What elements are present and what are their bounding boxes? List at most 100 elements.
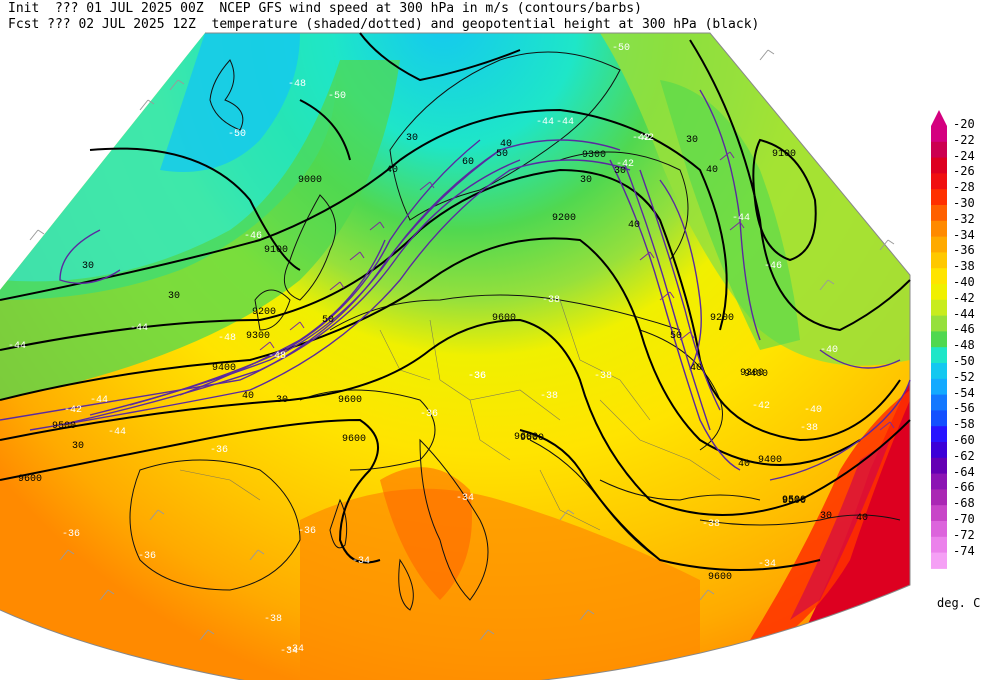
height-label: 9500 (52, 421, 76, 432)
wind-labels: 30 30 30 40 50 60 40 30 30 40 50 40 30 3… (72, 133, 868, 524)
wind-label: 40 (856, 513, 868, 524)
temp-label: -48 (288, 79, 306, 90)
legend-swatch (931, 521, 947, 538)
legend-swatch (931, 378, 947, 396)
wind-label: 30 (820, 511, 832, 522)
wind-label: 30 (614, 166, 626, 177)
wind-label: 40 (628, 220, 640, 231)
temp-label: -42 (636, 133, 654, 144)
height-label: 9600 (708, 572, 732, 583)
height-label: 9500 (782, 496, 806, 507)
legend-label: -52 (953, 369, 975, 384)
legend-swatch (931, 442, 947, 459)
legend-label: -46 (953, 322, 975, 337)
temp-label: -34 (352, 556, 370, 567)
temp-label: -44 (732, 213, 750, 224)
legend-swatch (931, 457, 947, 475)
legend-label: -22 (953, 132, 975, 147)
temp-label: -44 (8, 341, 26, 352)
temp-label: -36 (210, 445, 228, 456)
legend-swatch (931, 410, 947, 427)
legend-swatch (931, 220, 947, 238)
temp-label: -50 (612, 43, 630, 54)
temp-label: -46 (764, 261, 782, 272)
temp-label: -36 (468, 371, 486, 382)
height-label: 9600 (18, 474, 42, 485)
legend-swatch (931, 331, 947, 348)
legend-label: -36 (953, 243, 975, 258)
wind-label: 30 (168, 291, 180, 302)
legend-arrow (931, 110, 947, 126)
legend-label: -20 (953, 117, 975, 131)
temp-label: -40 (804, 405, 822, 416)
temp-label: -38 (542, 295, 560, 306)
wind-label: 40 (500, 139, 512, 150)
wind-label: 40 (690, 363, 702, 374)
height-label: 9300 (582, 150, 606, 161)
temp-label: -36 (62, 529, 80, 540)
temperature-legend (931, 110, 947, 569)
wind-barbs-strong (259, 151, 895, 431)
legend-label: -74 (953, 543, 975, 558)
legend-swatch (931, 552, 947, 569)
temp-label: -34 (280, 646, 298, 657)
legend-swatch (931, 347, 947, 364)
height-label: 9400 (758, 455, 782, 466)
legend-label: -38 (953, 259, 975, 274)
legend-swatch (931, 363, 947, 380)
temp-label: -44 (130, 323, 148, 334)
wind-label: 40 (738, 459, 750, 470)
temp-label: -44 (90, 395, 108, 406)
temp-label: -36 (138, 551, 156, 562)
height-label: 9100 (264, 245, 288, 256)
legend-label: -50 (953, 354, 975, 368)
legend-swatch (931, 489, 947, 506)
height-label: 9600 (520, 433, 544, 444)
legend-label: -64 (953, 464, 975, 479)
temp-label: -42 (616, 159, 634, 170)
init-time-header: Init ??? 01 JUL 2025 00Z NCEP GFS wind s… (8, 1, 642, 16)
height-label: 9200 (252, 307, 276, 318)
height-label: 9400 (212, 363, 236, 374)
wind-label: 50 (322, 315, 334, 326)
legend-label: -28 (953, 180, 975, 195)
temp-label: -38 (264, 614, 282, 625)
height-label: 9300 (246, 331, 270, 342)
legend-label: -66 (953, 480, 975, 495)
legend-swatch (931, 315, 947, 332)
legend-swatch (931, 268, 947, 285)
height-label: 9000 (298, 175, 322, 186)
legend-swatch (931, 205, 947, 222)
height-label: 9200 (710, 313, 734, 324)
legend-swatch (931, 505, 947, 522)
height-label: 9300 (740, 368, 764, 379)
height-label: 9600 (492, 313, 516, 324)
height-label: 9500 (782, 495, 806, 506)
temp-label: -36 (298, 526, 316, 537)
legend-label: -34 (953, 227, 975, 242)
temp-label: -44 (556, 117, 574, 128)
wind-label: 30 (72, 441, 84, 452)
legend-label: -48 (953, 338, 975, 353)
temp-label: -34 (758, 559, 776, 570)
legend-swatch (931, 141, 947, 159)
legend-swatch (931, 126, 947, 143)
legend-swatch (931, 284, 947, 301)
height-label: 9600 (338, 395, 362, 406)
wind-label: 30 (580, 175, 592, 186)
legend-swatch (931, 236, 947, 253)
temp-label: -44 (108, 427, 126, 438)
legend-swatch (931, 394, 947, 411)
wind-label: 50 (670, 331, 682, 342)
wind-contours (0, 89, 911, 481)
temp-label: -44 (536, 117, 554, 128)
legend-label: -60 (953, 433, 975, 447)
temp-label: -36 (468, 371, 486, 382)
temp-label: -42 (64, 405, 82, 416)
legend-swatch (931, 189, 947, 206)
height-label: 9600 (342, 434, 366, 445)
legend-swatch (931, 426, 947, 443)
temp-label: -38 (800, 423, 818, 434)
temp-label: -46 (244, 231, 262, 242)
